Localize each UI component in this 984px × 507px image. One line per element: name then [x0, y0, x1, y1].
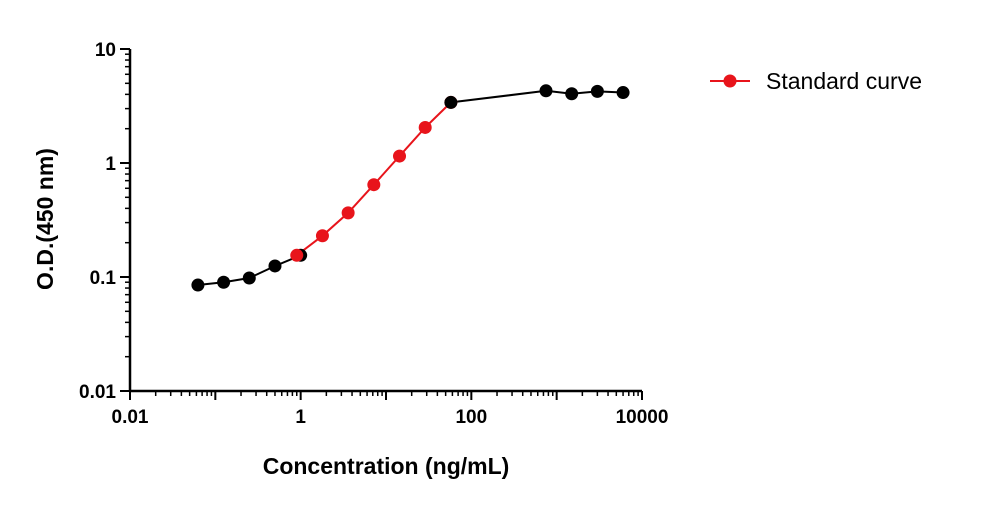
- y-tick-label: 10: [95, 40, 116, 61]
- data-point: [268, 259, 282, 273]
- data-point: [539, 84, 553, 98]
- data-point: [367, 178, 381, 192]
- x-tick-label: 100: [455, 407, 487, 428]
- legend-marker: [723, 74, 737, 88]
- data-point: [444, 95, 458, 109]
- data-point: [341, 206, 355, 220]
- data-point: [217, 275, 231, 289]
- data-point: [315, 229, 329, 243]
- data-point: [616, 86, 630, 100]
- y-tick-label: 0.1: [90, 268, 117, 289]
- y-tick-label: 1: [105, 154, 116, 175]
- data-point: [418, 120, 432, 134]
- x-axis-title: Concentration (ng/mL): [263, 453, 510, 479]
- x-tick-label: 1: [295, 407, 306, 428]
- data-point: [590, 84, 604, 98]
- data-point: [393, 149, 407, 163]
- data-point: [191, 278, 205, 292]
- data-point: [290, 248, 304, 262]
- legend-label: Standard curve: [766, 68, 922, 94]
- y-axis-title: O.D.(450 nm): [32, 148, 58, 290]
- plot-area: 0.01 1 100 10000 0.01 0.1 1 10: [79, 40, 668, 428]
- data-point: [242, 271, 256, 285]
- x-tick-label: 0.01: [112, 407, 149, 428]
- series-layer: [191, 84, 630, 292]
- y-tick-label: 0.01: [79, 382, 116, 403]
- data-point: [565, 87, 579, 101]
- x-tick-label: 10000: [616, 407, 669, 428]
- legend: Standard curve: [710, 68, 922, 94]
